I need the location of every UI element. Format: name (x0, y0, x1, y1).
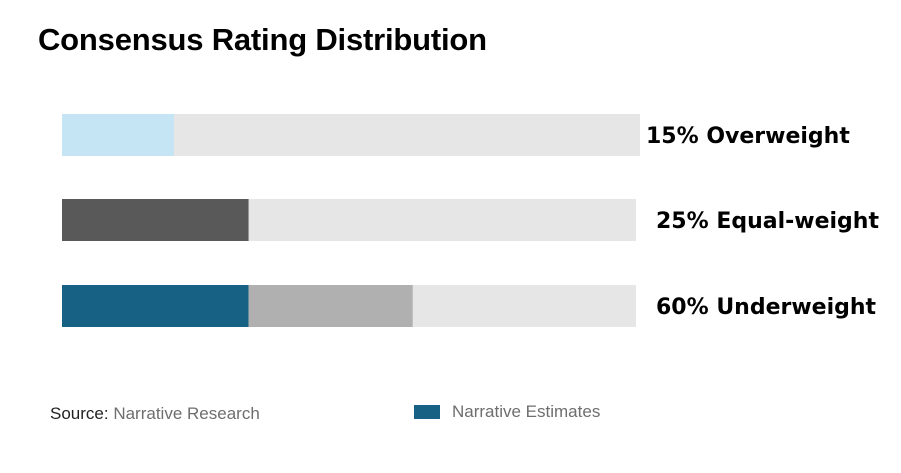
chart-legend: Narrative Estimates (414, 402, 600, 422)
source-note: Source: Narrative Research (50, 404, 260, 424)
bar-row: 15% Overweight (62, 114, 850, 156)
legend-label-narrative-estimates: Narrative Estimates (452, 402, 601, 421)
bar-label: 60% Underweight (656, 295, 877, 320)
bar-row: 60% Underweight (62, 285, 877, 327)
bar-label: 15% Overweight (646, 124, 850, 149)
bar-segment (62, 199, 249, 241)
source-value: Narrative Research (113, 404, 260, 423)
chart-title: Consensus Rating Distribution (38, 22, 487, 57)
bar-label: 25% Equal-weight (656, 209, 879, 234)
bar-segment (248, 285, 413, 327)
bar-row: 25% Equal-weight (62, 199, 879, 241)
source-label: Source: (50, 404, 109, 423)
legend-swatch-narrative-estimates (414, 405, 440, 419)
bar-segment (62, 285, 249, 327)
bar-segment (62, 114, 174, 156)
